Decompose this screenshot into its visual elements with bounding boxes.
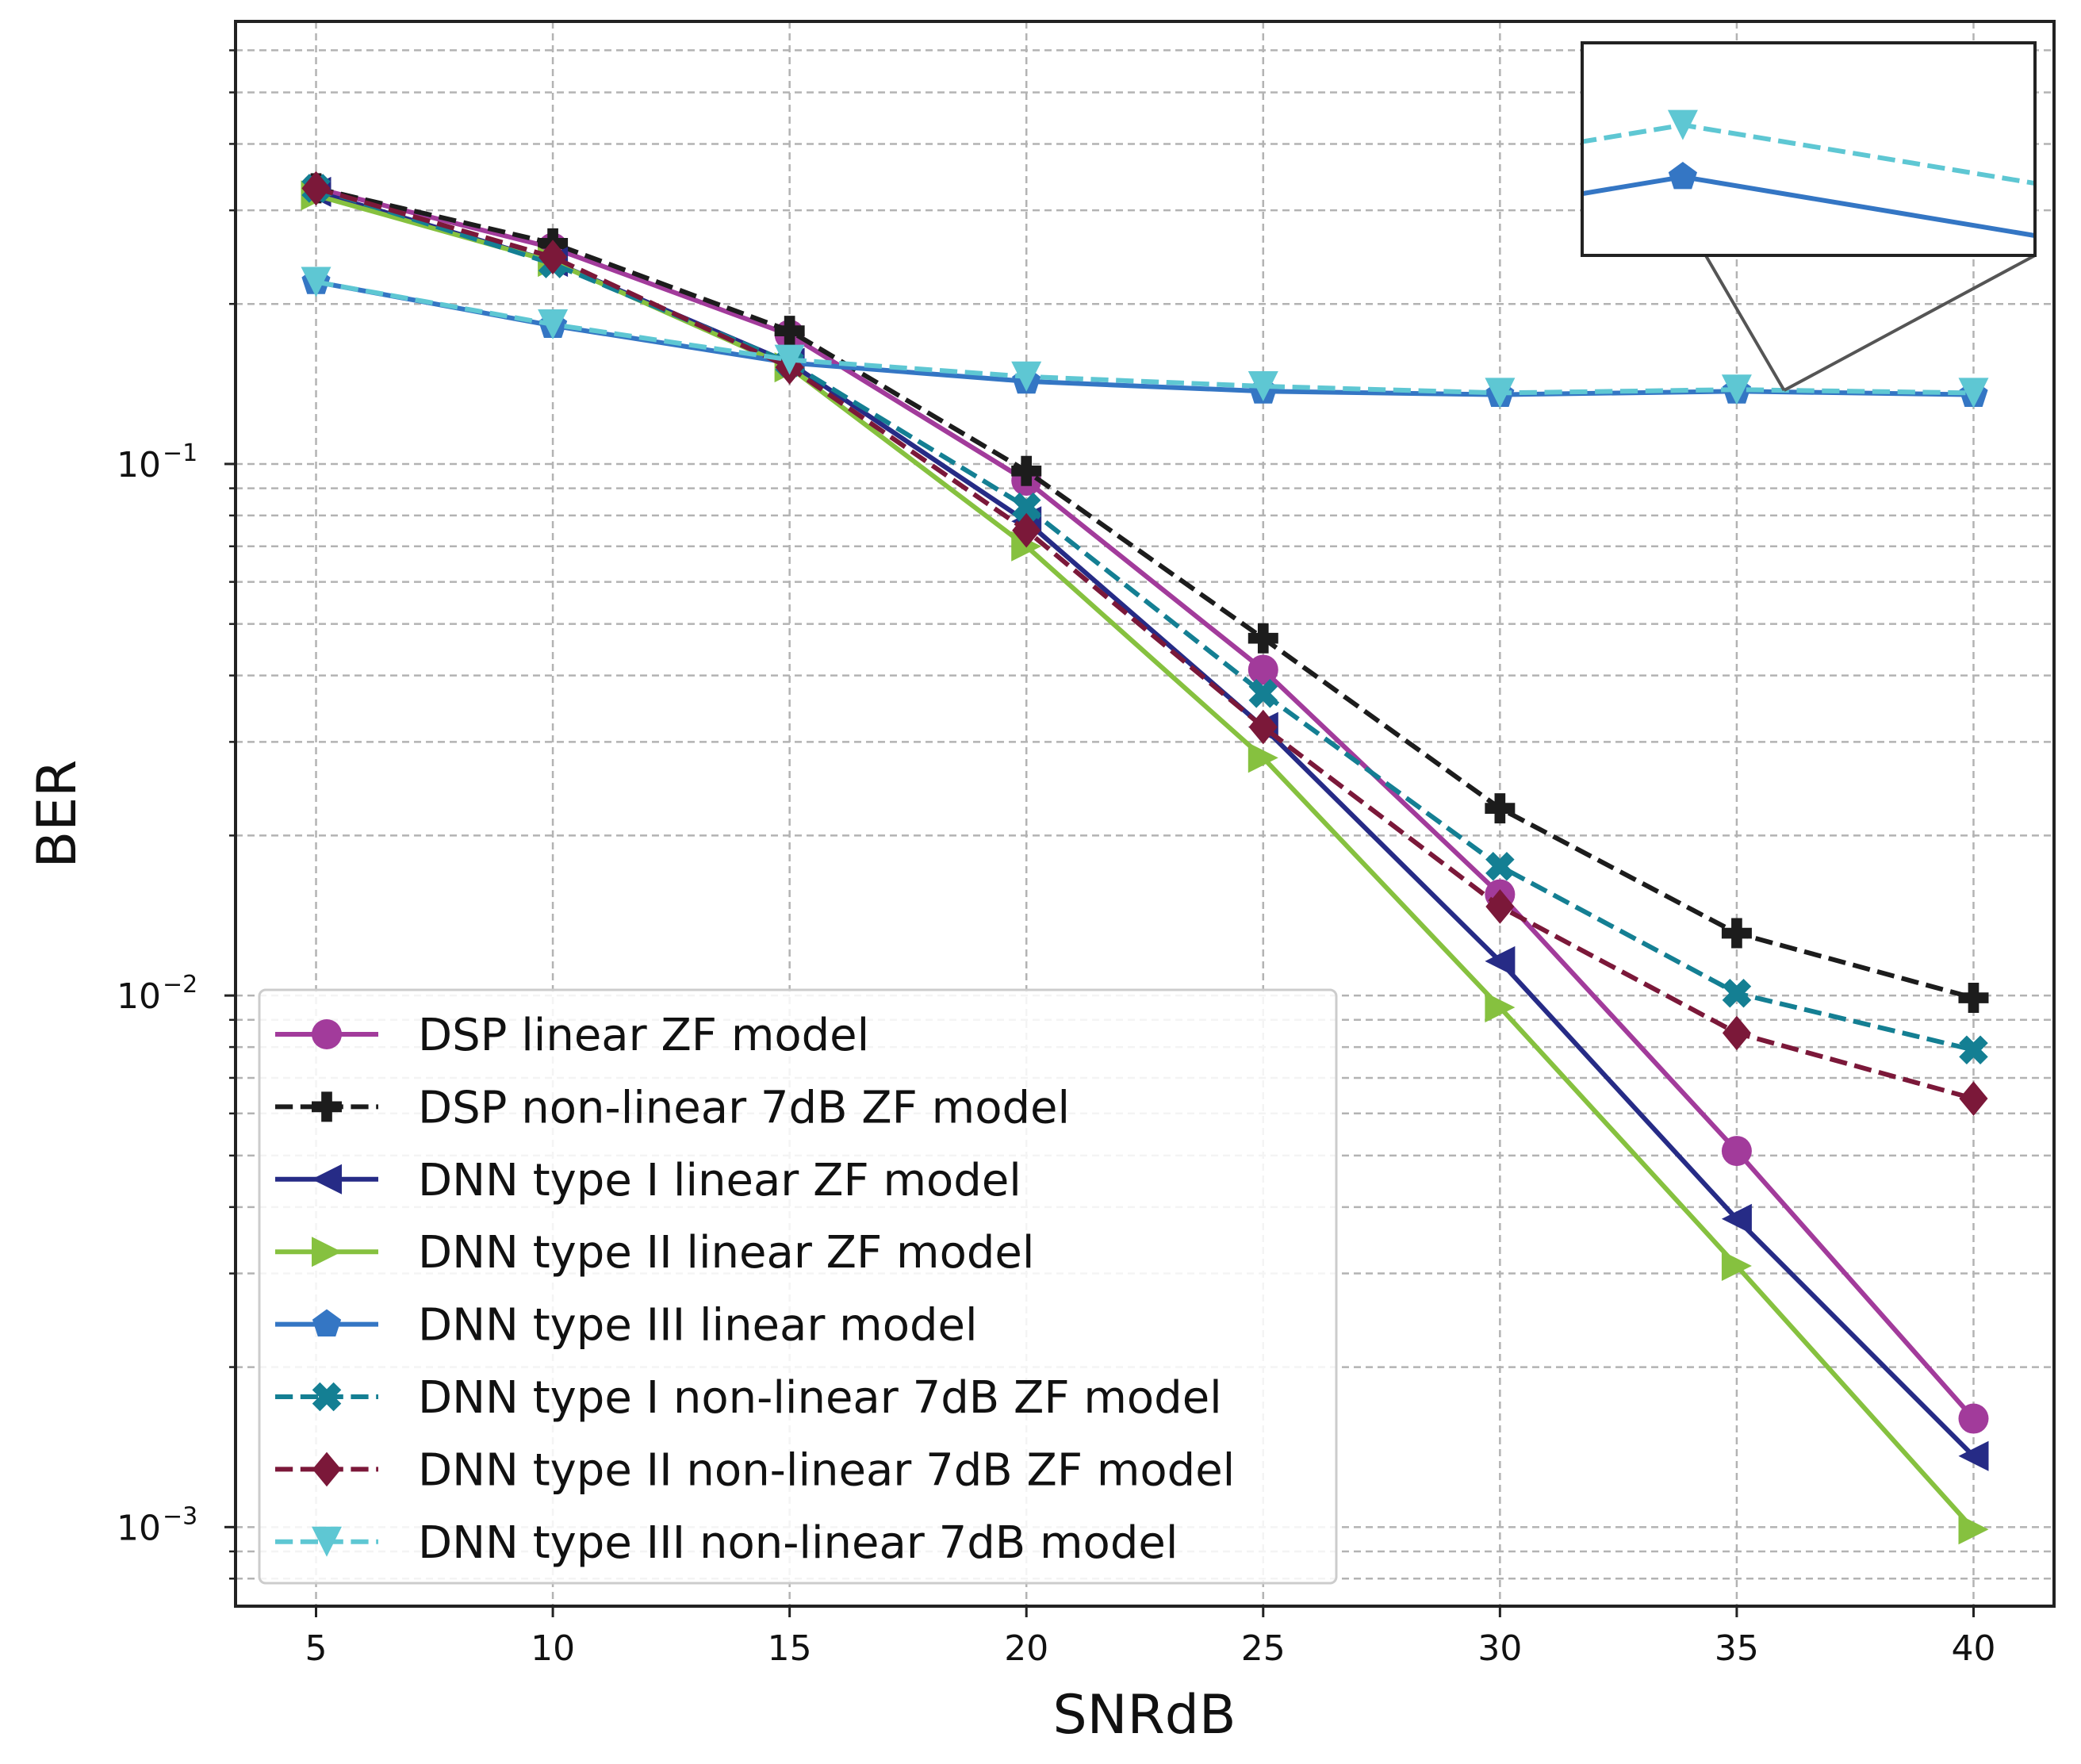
- x-tick-label: 25: [1241, 1628, 1286, 1669]
- data-point: [1958, 1440, 1989, 1471]
- x-tick-label: 40: [1951, 1628, 1995, 1669]
- legend-marker: [312, 1382, 342, 1412]
- data-point: [1485, 889, 1515, 924]
- x-tick-label: 35: [1715, 1628, 1759, 1669]
- x-tick-label: 5: [305, 1628, 328, 1669]
- legend: DSP linear ZF model DSP non-linear 7dB ZF…: [258, 988, 1338, 1585]
- data-point: [1247, 623, 1278, 654]
- data-point: [538, 309, 569, 339]
- inset-background: [1582, 43, 2035, 255]
- x-tick-label: 10: [531, 1628, 575, 1669]
- data-point: [1958, 1403, 1989, 1434]
- data-point: [301, 267, 332, 297]
- data-point: [1722, 978, 1752, 1008]
- legend-marker: [312, 1237, 342, 1267]
- legend-entry: DSP non-linear 7dB ZF model: [275, 1082, 1070, 1133]
- data-point: [1958, 1514, 1989, 1545]
- data-point: [1721, 374, 1752, 405]
- x-tick-label: 20: [1004, 1628, 1048, 1669]
- series-line: [315, 186, 1975, 1000]
- data-point: [1959, 1035, 1988, 1065]
- legend-entry: DNN type II linear ZF model: [275, 1227, 1034, 1279]
- data-point: [1958, 378, 1989, 408]
- inset-series-dnn-type-iii-linear-model: [1582, 162, 2035, 239]
- data-point: [1721, 918, 1752, 949]
- x-tick-label: 15: [768, 1628, 812, 1669]
- data-point: [1721, 1136, 1752, 1167]
- series-line: [315, 186, 1975, 1101]
- legend-marker: [312, 1164, 342, 1195]
- legend-marker: [312, 1526, 342, 1557]
- legend-entry: DNN type III linear model: [275, 1300, 978, 1352]
- x-axis-title: SNRdB: [1052, 1684, 1236, 1747]
- legend-entry: DNN type I linear ZF model: [275, 1155, 1021, 1206]
- series-layer: [301, 171, 1989, 1545]
- data-point: [1248, 709, 1278, 745]
- inset-series-layer: [1582, 109, 2035, 239]
- legend-label: DNN type II non-linear 7dB ZF model: [418, 1444, 1235, 1496]
- data-point: [1247, 654, 1278, 685]
- y-axis-title: BER: [26, 760, 89, 869]
- series-line: [315, 186, 1976, 1421]
- data-point: [1247, 742, 1278, 773]
- data-point: [1958, 983, 1989, 1014]
- data-point: [1011, 492, 1041, 522]
- data-point: [301, 171, 331, 206]
- inset-series-dnn-type-iii-non-linear-7db-model: [1582, 109, 2035, 186]
- data-point: [1485, 992, 1516, 1023]
- data-point: [1721, 1203, 1752, 1234]
- data-point: [1485, 945, 1516, 976]
- data-point: [1011, 455, 1042, 486]
- legend-label: DNN type I non-linear 7dB ZF model: [418, 1372, 1222, 1424]
- legend-entry: DNN type II non-linear 7dB ZF model: [275, 1444, 1235, 1496]
- data-point: [1959, 1081, 1988, 1116]
- data-point: [538, 240, 568, 274]
- data-point: [1247, 371, 1278, 401]
- y-tick-exponent: −3: [163, 1502, 197, 1530]
- x-tick-label: 30: [1477, 1628, 1522, 1669]
- legend-entry: DNN type III non-linear 7dB model: [275, 1517, 1178, 1569]
- inset-connector-line: [1783, 254, 2036, 392]
- legend-label: DNN type II linear ZF model: [418, 1227, 1034, 1279]
- legend-entry: DNN type I non-linear 7dB ZF model: [275, 1372, 1222, 1424]
- inset-data-point: [1667, 109, 1698, 140]
- legend-marker: [312, 1309, 342, 1336]
- data-point: [1485, 793, 1516, 824]
- legend-label: DNN type I linear ZF model: [418, 1155, 1021, 1206]
- legend-entry: DSP linear ZF model: [275, 1010, 869, 1061]
- data-point: [1722, 1015, 1751, 1051]
- series-dnn-type-iii-non-linear-7db-model: [301, 267, 1989, 408]
- legend-marker: [312, 1451, 342, 1487]
- data-point: [1011, 361, 1042, 392]
- data-point: [1485, 378, 1516, 408]
- plot-frame: [234, 20, 2056, 1608]
- y-tick-label: 10: [117, 445, 161, 485]
- series-line: [315, 186, 1975, 1053]
- y-tick-exponent: −2: [163, 971, 197, 999]
- data-point: [1721, 1251, 1752, 1281]
- legend-label: DNN type III non-linear 7dB model: [418, 1517, 1178, 1569]
- legend-marker: [312, 1091, 342, 1122]
- data-point: [1012, 512, 1041, 548]
- data-point: [1485, 851, 1515, 881]
- data-point: [774, 316, 805, 347]
- legend-label: DSP linear ZF model: [418, 1010, 869, 1061]
- inset-data-point: [1668, 162, 1697, 190]
- legend-label: DNN type III linear model: [418, 1300, 978, 1352]
- data-point: [774, 344, 805, 375]
- legend-label: DSP non-linear 7dB ZF model: [418, 1082, 1070, 1133]
- legend-box: [258, 988, 1338, 1585]
- zoom-inset: [1581, 41, 2037, 257]
- data-point: [1248, 679, 1278, 708]
- legend-marker: [312, 1019, 342, 1049]
- y-tick-label: 10: [117, 1508, 161, 1548]
- y-tick-label: 10: [117, 976, 161, 1017]
- inset-frame: [1581, 41, 2037, 257]
- y-tick-exponent: −1: [163, 439, 197, 467]
- series-line: [315, 279, 1974, 396]
